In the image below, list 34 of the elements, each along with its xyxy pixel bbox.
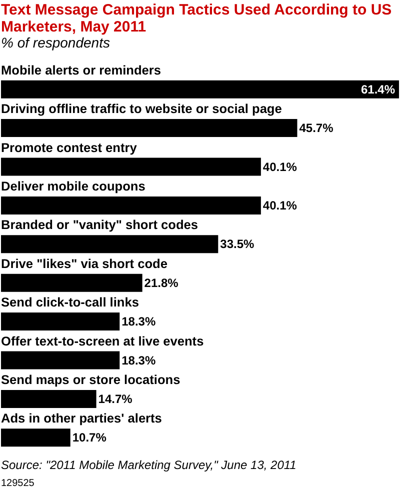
y-tick-label: Deliver mobile coupons: [1, 178, 146, 194]
bar: [1, 119, 298, 138]
data-label: 14.7%: [98, 392, 133, 406]
data-label: 40.1%: [262, 198, 298, 212]
source-note: Source: "2011 Mobile Marketing Survey," June 13, 2011: [1, 458, 296, 472]
data-label: 18.3%: [122, 353, 156, 368]
bar: [1, 80, 399, 98]
bar: [1, 235, 218, 254]
chart-title: Text Message Campaign Tactics Used According to US Marketers, May 2011: [1, 1, 392, 36]
bar: [1, 158, 261, 176]
y-tick-label: Promote contest entry: [1, 140, 138, 155]
y-tick-label: Branded or "vanity" short codes: [1, 217, 198, 232]
data-label: 10.7%: [72, 430, 107, 445]
bar: [1, 196, 261, 214]
y-tick-label: Drive "likes" via short code: [1, 256, 168, 271]
y-tick-label: Ads in other parties' alerts: [1, 410, 162, 426]
y-tick-label: Driving offline traffic to website or social page: [1, 101, 282, 116]
y-tick-label: Send click-to-call links: [1, 294, 139, 310]
data-label: 33.5%: [220, 237, 255, 252]
bar: [1, 390, 96, 408]
y-tick-label: Offer text-to-screen at live events: [1, 333, 204, 348]
data-label: 21.8%: [144, 276, 179, 290]
bar: [1, 274, 142, 292]
bar: [1, 312, 120, 331]
bar: [1, 351, 120, 370]
data-label: 45.7%: [299, 121, 334, 136]
data-label: 18.3%: [122, 314, 156, 329]
chart-subtitle: % of respondents: [1, 34, 110, 50]
text: 129525: [1, 478, 35, 489]
y-tick-label: Send maps or store locations: [1, 372, 180, 387]
data-label: 61.4%: [360, 82, 396, 96]
bar: [1, 428, 70, 447]
y-tick-label: Mobile alerts or reminders: [1, 62, 162, 78]
data-label: 40.1%: [262, 160, 298, 174]
